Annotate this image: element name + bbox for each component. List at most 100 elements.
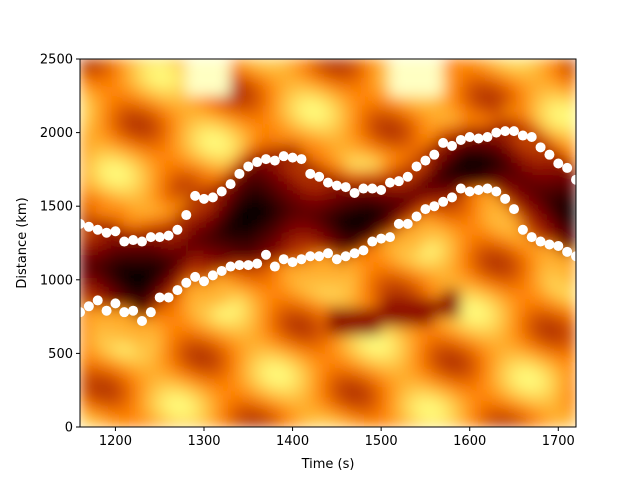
scatter-point — [199, 193, 209, 204]
scatter-point — [163, 292, 174, 303]
scatter-point — [571, 174, 576, 185]
scatter-point — [252, 157, 263, 168]
scatter-point — [562, 246, 573, 257]
scatter-point — [92, 295, 103, 306]
scatter-point — [145, 232, 156, 243]
scatter-point — [349, 248, 360, 259]
scatter-point — [385, 232, 395, 243]
scatter-markers — [80, 126, 576, 327]
scatter-point — [500, 193, 511, 204]
x-tick-label: 1300 — [187, 434, 220, 449]
scatter-point — [137, 236, 147, 247]
scatter-point — [402, 171, 413, 182]
scatter-point — [305, 251, 316, 262]
scatter-point — [207, 270, 218, 281]
x-tick-label: 1700 — [542, 434, 575, 449]
scatter-point — [535, 142, 546, 153]
scatter-point — [323, 177, 333, 188]
x-axis-label: Time (s) — [301, 457, 355, 472]
scatter-point — [145, 307, 156, 318]
scatter-point — [482, 132, 493, 143]
scatter-point — [80, 307, 85, 318]
scatter-point — [553, 158, 564, 169]
scatter-point — [190, 271, 201, 282]
y-tick-label: 2000 — [40, 126, 73, 141]
scatter-point — [420, 155, 431, 166]
scatter-point — [562, 162, 573, 173]
scatter-point — [358, 183, 369, 194]
plot-frame — [79, 58, 577, 428]
scatter-point — [393, 176, 404, 187]
scatter-point — [225, 179, 236, 190]
scatter-point — [128, 235, 139, 246]
scatter-point — [376, 185, 387, 196]
scatter-point — [190, 190, 201, 201]
scatter-point — [119, 236, 130, 247]
scatter-point — [296, 254, 307, 265]
scatter-point — [314, 251, 325, 262]
scatter-point — [349, 187, 360, 198]
scatter-point — [287, 257, 298, 268]
scatter-point — [128, 305, 139, 316]
scatter-point — [172, 224, 183, 235]
scatter-point — [376, 233, 387, 244]
scatter-point — [411, 161, 422, 172]
scatter-point — [491, 186, 502, 197]
scatter-point — [243, 260, 254, 271]
scatter-point — [261, 249, 271, 260]
scatter-point — [491, 127, 502, 138]
scatter-point — [83, 301, 94, 312]
scatter-point — [385, 177, 395, 188]
scatter-point — [455, 183, 466, 194]
y-tick-label: 0 — [65, 421, 73, 436]
scatter-point — [323, 248, 333, 259]
scatter-point — [163, 230, 174, 241]
x-tick-label: 1200 — [99, 434, 132, 449]
scatter-point — [535, 236, 546, 247]
scatter-point — [358, 245, 369, 256]
scatter-point — [438, 137, 449, 148]
scatter-point — [216, 186, 227, 197]
scatter-point — [420, 204, 431, 215]
scatter-point — [367, 183, 378, 194]
scatter-point — [340, 251, 351, 262]
plot-area — [80, 59, 576, 427]
scatter-point — [571, 251, 576, 262]
scatter-point — [509, 204, 519, 215]
scatter-point — [287, 152, 298, 163]
scatter-point — [517, 130, 528, 141]
x-axis: 1200 1300 1400 1500 1600 1700 — [99, 427, 575, 449]
scatter-point — [110, 298, 121, 309]
scatter-point — [110, 226, 121, 237]
y-tick-label: 2500 — [40, 53, 73, 68]
x-tick-label: 1500 — [365, 434, 398, 449]
scatter-point — [137, 316, 147, 327]
scatter-point — [438, 196, 449, 207]
scatter-point — [500, 126, 511, 137]
x-tick-label: 1400 — [276, 434, 309, 449]
y-tick-label: 1500 — [40, 200, 73, 215]
scatter-point — [278, 151, 289, 162]
scatter-point — [305, 168, 316, 179]
y-tick-label: 1000 — [40, 273, 73, 288]
scatter-point — [393, 218, 404, 229]
scatter-point — [509, 126, 519, 137]
scatter-point — [544, 149, 555, 160]
scatter-point — [473, 133, 484, 144]
x-tick-label: 1600 — [453, 434, 486, 449]
y-axis: 0 500 1000 1500 2000 2500 — [40, 53, 80, 436]
scatter-point — [553, 240, 564, 251]
scatter-point — [402, 218, 413, 229]
scatter-point — [234, 168, 245, 179]
y-tick-label: 500 — [48, 347, 73, 362]
scatter-point — [252, 258, 263, 269]
scatter-point — [119, 307, 130, 318]
scatter-point — [101, 305, 112, 316]
scatter-point — [278, 254, 289, 265]
scatter-point — [207, 192, 218, 203]
scatter-point — [340, 182, 351, 193]
scatter-point — [199, 276, 209, 287]
scatter-point — [429, 201, 440, 212]
scatter-point — [234, 260, 245, 271]
